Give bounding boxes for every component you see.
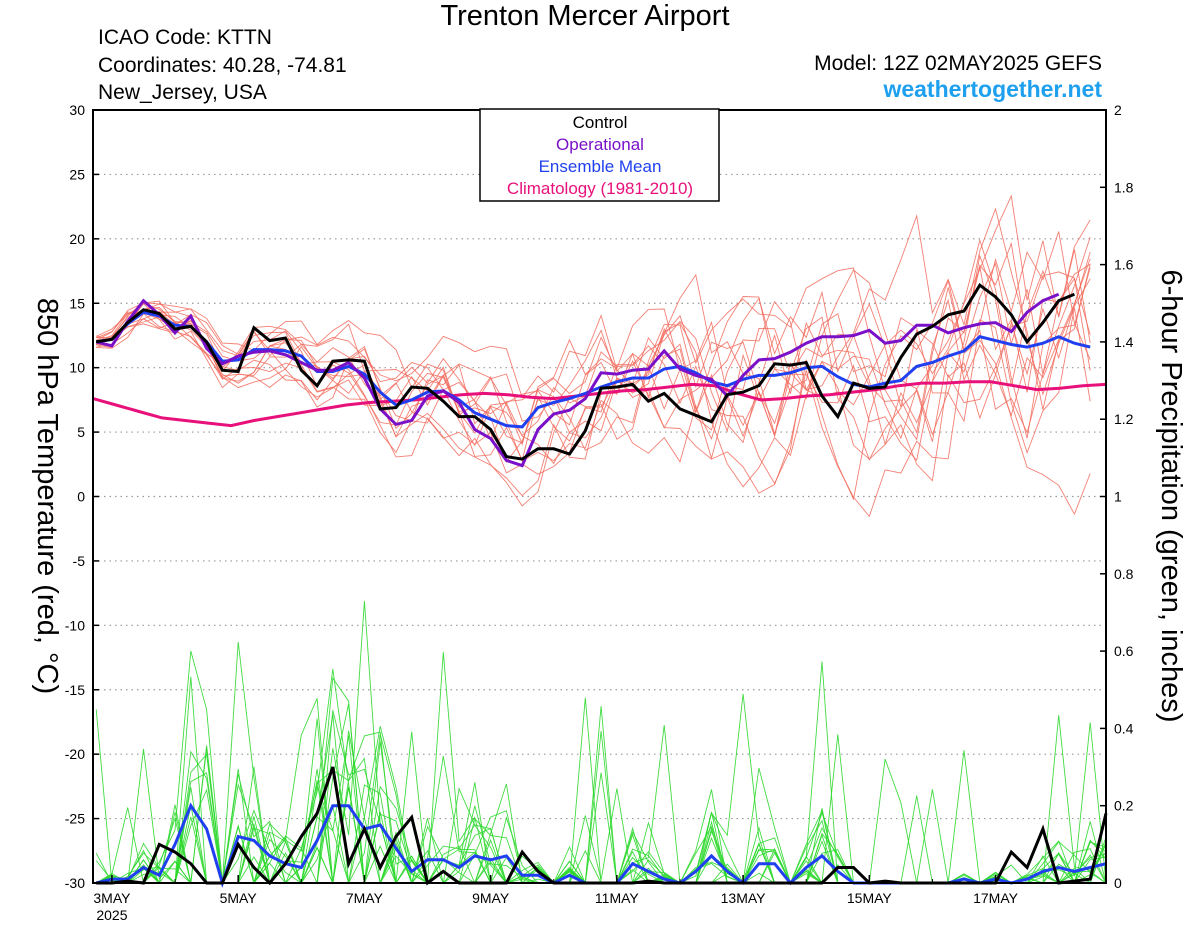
y-left-tick-label: -10 [65,617,85,633]
y-left-tick-label: -20 [65,746,85,762]
model-label: Model: 12Z 02MAY2025 GEFS [814,52,1102,75]
y-right-tick-label: 0.4 [1114,720,1134,736]
region: New_Jersey, USA [98,81,267,104]
axes: -30-25-20-15-10-505101520253000.20.40.60… [65,102,1134,923]
coordinates: Coordinates: 40.28, -74.81 [98,54,347,77]
y-right-tick-label: 1.2 [1114,411,1134,427]
precip-control-line [96,766,1108,886]
y-left-tick-label: 20 [69,231,85,247]
x-tick-label: 5MAY [220,890,258,906]
x-tick-label: 7MAY [346,890,384,906]
y-left-tick-label: 5 [77,424,85,440]
x-tick-label: 3MAY [93,890,131,906]
legend-entry: Control [573,113,628,132]
temp-member-line [96,258,1091,447]
temp-control-line [95,283,1075,461]
temp-ensemble-mean-line [95,310,1091,429]
y-left-tick-label: -25 [65,811,85,827]
site-link[interactable]: weathertogether.net [883,76,1102,102]
y-right-tick-label: 1.6 [1114,257,1134,273]
legend-entry: Climatology (1981-2010) [507,179,693,198]
y-right-tick-label: 0 [1114,875,1122,891]
y-left-tick-label: 15 [69,295,85,311]
temp-ensemble-members [95,194,1091,518]
precip-member-line [95,768,1107,884]
y-left-tick-label: 25 [69,166,85,182]
x-tick-label: 17MAY [973,890,1019,906]
y-right-tick-label: 1 [1114,489,1122,505]
precip-ensemble-members [95,600,1107,885]
temp-member-line [96,301,1091,454]
y-left-tick-label: 30 [69,102,85,118]
y-right-tick-label: 1.8 [1114,179,1134,195]
x-tick-sublabel: 2025 [96,907,127,923]
x-tick-label: 11MAY [595,890,639,906]
y-right-tick-label: 2 [1114,102,1122,118]
page-title: Trenton Mercer Airport [440,0,730,32]
y-left-tick-label: 10 [69,360,85,376]
y-right-tick-label: 0.6 [1114,643,1134,659]
legend-entry: Operational [556,135,644,154]
x-tick-label: 13MAY [721,890,767,906]
temp-member-line [96,231,1091,465]
y-left-tick-label: -15 [65,682,85,698]
temp-member-line [96,308,1091,518]
y-left-tick-label: -30 [65,875,85,891]
x-tick-label: 15MAY [847,890,893,906]
legend-entry: Ensemble Mean [539,157,662,176]
y-left-tick-label: 0 [77,489,85,505]
temp-member-line [95,219,1091,463]
y-right-tick-label: 1.4 [1114,334,1134,350]
temp-member-line [96,194,1091,446]
y-right-tick-label: 0.8 [1114,566,1134,582]
legend-box [479,108,720,202]
temp-member-line [96,241,1091,462]
icao-code: ICAO Code: KTTN [98,26,272,49]
legend: Control Operational Ensemble Mean Climatolo… [479,108,720,202]
x-tick-label: 9MAY [472,890,510,906]
y-left-tick-label: -5 [73,553,86,569]
y-axis-right-label: 6-hour Precipitation (green, inches) [1155,270,1187,723]
y-right-tick-label: 0.2 [1114,798,1134,814]
y-axis-left-label: 850 hPa Temperature (red, °C) [31,298,63,694]
temp-operational-line [95,292,1060,468]
